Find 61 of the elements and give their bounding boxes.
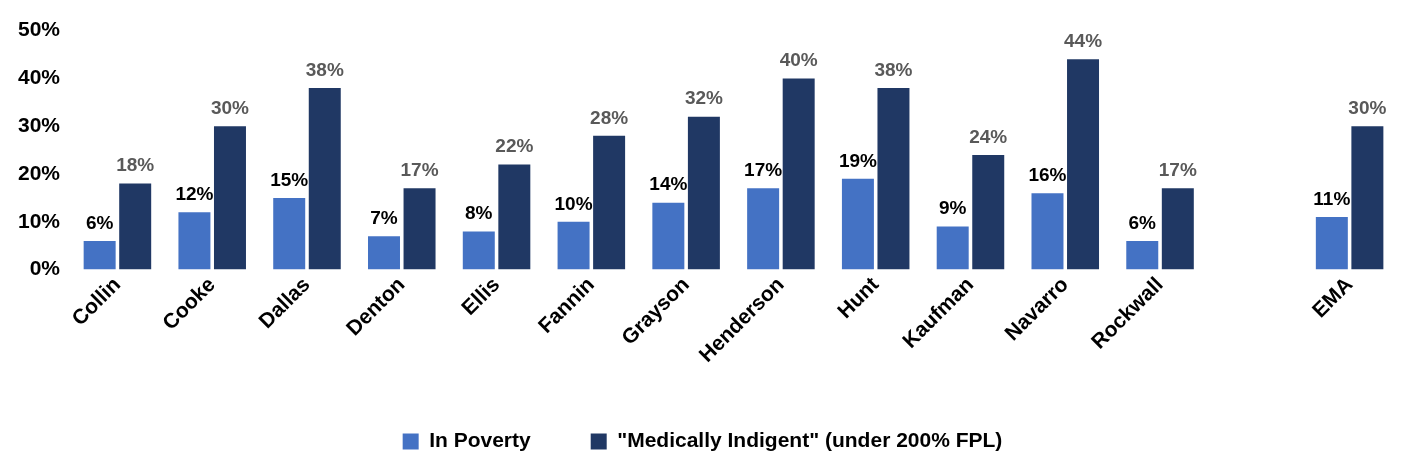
bar (1161, 188, 1194, 270)
data-label: 17% (1158, 159, 1197, 181)
bar (1031, 193, 1064, 270)
y-tick-label: 10% (18, 208, 61, 232)
bar (747, 188, 780, 270)
bar (119, 183, 152, 270)
bar (308, 87, 341, 270)
data-label: 19% (838, 149, 878, 171)
data-label: 9% (938, 197, 967, 219)
data-label: 22% (495, 135, 534, 157)
y-tick-label: 0% (29, 256, 61, 280)
data-label: 30% (210, 96, 250, 118)
data-label: 16% (1028, 163, 1067, 185)
y-tick-label: 40% (18, 65, 61, 89)
bar (178, 212, 211, 270)
bar (841, 178, 874, 270)
data-label: 44% (1064, 30, 1103, 52)
data-label: 32% (684, 87, 724, 109)
bar (652, 202, 685, 270)
y-tick-label: 30% (18, 113, 61, 137)
bar (213, 126, 246, 270)
data-label: 14% (649, 173, 688, 195)
bar (1315, 217, 1348, 270)
bar (877, 87, 910, 270)
data-label: 12% (175, 182, 214, 204)
bar (273, 197, 306, 270)
legend-label: In Poverty (429, 428, 532, 452)
x-tick-label: Ellis (456, 272, 504, 320)
legend-label: "Medically Indigent" (under 200% FPL) (617, 428, 1003, 452)
data-label: 18% (116, 154, 155, 176)
bar (498, 164, 531, 270)
bar (687, 116, 720, 270)
data-label: 10% (554, 192, 593, 214)
bar (1126, 240, 1159, 270)
data-label: 11% (1313, 187, 1351, 209)
bar (1067, 59, 1100, 270)
bar (462, 231, 495, 270)
bar (403, 188, 436, 270)
data-label: 28% (590, 106, 629, 128)
data-label: 15% (270, 168, 309, 190)
bar (83, 240, 116, 270)
bar (557, 221, 590, 270)
data-label: 17% (400, 159, 439, 181)
bar (368, 236, 400, 270)
data-label: 6% (85, 211, 114, 233)
data-label: 17% (744, 159, 783, 181)
data-label: 8% (465, 202, 493, 224)
bar (782, 78, 815, 270)
bar (972, 154, 1005, 270)
bar (593, 135, 626, 270)
y-tick-label: 50% (18, 17, 61, 41)
data-label: 6% (1128, 211, 1157, 233)
y-tick-label: 20% (18, 160, 61, 184)
data-label: 30% (1348, 96, 1387, 118)
data-label: 40% (779, 49, 818, 71)
data-label: 7% (370, 206, 398, 228)
data-label: 38% (305, 58, 344, 80)
bar (936, 226, 969, 270)
data-label: 38% (874, 58, 913, 80)
data-label: 24% (969, 125, 1008, 147)
bar (1351, 126, 1384, 270)
